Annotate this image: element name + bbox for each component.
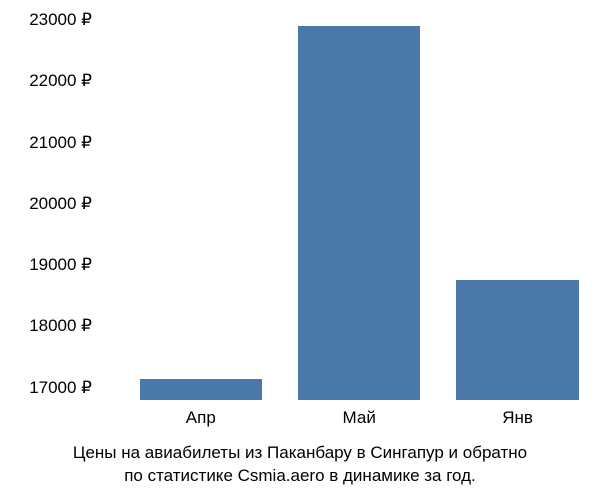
x-tick-label: Май bbox=[343, 408, 376, 428]
bar bbox=[456, 280, 578, 400]
caption-line-2: по статистике Csmia.aero в динамике за г… bbox=[124, 466, 476, 485]
price-bar-chart: 17000 ₽ 18000 ₽ 19000 ₽ 20000 ₽ 21000 ₽ 22000… bbox=[0, 0, 600, 500]
y-tick-label: 19000 ₽ bbox=[0, 255, 92, 275]
bar bbox=[140, 379, 262, 400]
y-tick-label: 22000 ₽ bbox=[0, 71, 92, 91]
y-tick-label: 21000 ₽ bbox=[0, 133, 92, 153]
y-tick-label: 20000 ₽ bbox=[0, 194, 92, 214]
y-tick-label: 23000 ₽ bbox=[0, 10, 92, 30]
y-tick-label: 18000 ₽ bbox=[0, 316, 92, 336]
x-tick-label: Апр bbox=[186, 408, 216, 428]
y-tick-label: 17000 ₽ bbox=[0, 378, 92, 398]
x-tick-label: Янв bbox=[502, 408, 533, 428]
bar bbox=[298, 26, 420, 400]
caption-line-1: Цены на авиабилеты из Паканбару в Сингап… bbox=[73, 443, 527, 462]
chart-caption: Цены на авиабилеты из Паканбару в Сингап… bbox=[0, 442, 600, 488]
plot-area bbox=[100, 20, 580, 400]
